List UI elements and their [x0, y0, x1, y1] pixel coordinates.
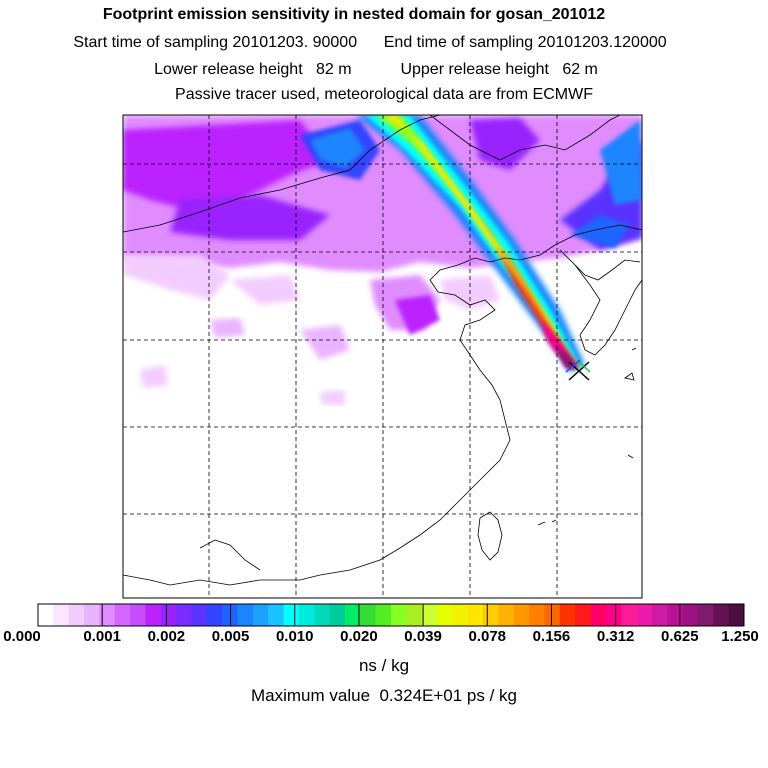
coastlines — [123, 115, 642, 586]
colorbar-cell — [559, 604, 576, 626]
colorbar-tick-label: 0.010 — [275, 628, 314, 645]
colorbar-cell — [529, 604, 545, 626]
colorbar-tick-label: 0.312 — [596, 628, 635, 645]
colorbar-cell — [160, 604, 177, 626]
colorbar-cell — [222, 604, 238, 626]
colorbar-cell — [682, 604, 699, 626]
colorbar-cell — [406, 604, 423, 626]
colorbar-cell — [130, 604, 146, 626]
receptor-x-mark — [565, 359, 591, 381]
colorbar-cell — [314, 604, 331, 626]
colorbar-cell — [621, 604, 637, 626]
colorbar-cell — [498, 604, 515, 626]
colorbar-cell — [360, 604, 377, 626]
colorbar-tick-label: 1.250 — [721, 628, 759, 645]
colorbar-tick-label: 0.001 — [83, 628, 121, 645]
colorbar-cell — [206, 604, 223, 626]
colorbar-cell — [38, 604, 54, 626]
colorbar-cell — [544, 604, 561, 626]
colorbar-frame — [37, 603, 745, 627]
release-height-line: Lower release height 82 m Upper release … — [154, 61, 598, 78]
colorbar-tick-label: 0.000 — [3, 628, 41, 645]
colorbar-cell — [391, 604, 407, 626]
colorbar-cell — [513, 604, 530, 626]
colorbar-cell — [84, 604, 100, 626]
colorbar-cell — [713, 604, 730, 626]
map-frame — [122, 114, 643, 599]
tracer-info-line: Passive tracer used, meteorological data… — [175, 86, 593, 103]
colorbar-tick-label: 0.625 — [661, 628, 699, 645]
colorbar-tick-label: 0.039 — [404, 628, 442, 645]
colorbar-cell — [68, 604, 85, 626]
colorbar-cell — [605, 604, 622, 626]
sampling-time-line: Start time of sampling 20101203. 90000 E… — [73, 34, 667, 51]
colorbar-cell — [298, 604, 315, 626]
colorbar-cell — [636, 604, 653, 626]
colorbar-cell — [375, 604, 392, 626]
colorbar-cell — [145, 604, 162, 626]
colorbar-cell — [99, 604, 116, 626]
colorbar-cell — [176, 604, 192, 626]
colorbar-cell — [283, 604, 300, 626]
colorbar-cell — [268, 604, 284, 626]
colorbar-cell — [483, 604, 499, 626]
colorbar — [38, 604, 745, 626]
colorbar-tick-label: 0.005 — [211, 628, 250, 645]
colorbar-cell — [421, 604, 438, 626]
colorbar-cell — [344, 604, 361, 626]
colorbar-tick-label: 0.156 — [532, 628, 571, 645]
colorbar-cell — [114, 604, 131, 626]
colorbar-cell — [590, 604, 607, 626]
maximum-value-label: Maximum value 0.324E+01 ps / kg — [251, 686, 517, 705]
colorbar-cell — [651, 604, 668, 626]
lat-lon-grid — [123, 115, 642, 598]
colorbar-cell — [237, 604, 254, 626]
map-title: Footprint emission sensitivity in nested… — [102, 6, 606, 23]
colorbar-cell — [329, 604, 346, 626]
colorbar-tick-label: 0.078 — [468, 628, 507, 645]
colorbar-cell — [191, 604, 208, 626]
colorbar-cell — [437, 604, 453, 626]
colorbar-tick-label: 0.002 — [147, 628, 186, 645]
unit-label: ns / kg — [358, 656, 410, 675]
colorbar-cell — [728, 604, 745, 626]
colorbar-cell — [252, 604, 269, 626]
colorbar-cell — [467, 604, 484, 626]
colorbar-cell — [575, 604, 591, 626]
colorbar-tick-label: 0.020 — [340, 628, 378, 645]
colorbar-cell — [697, 604, 714, 626]
colorbar-cell — [53, 604, 70, 626]
colorbar-cell — [452, 604, 469, 626]
colorbar-cell — [667, 604, 684, 626]
